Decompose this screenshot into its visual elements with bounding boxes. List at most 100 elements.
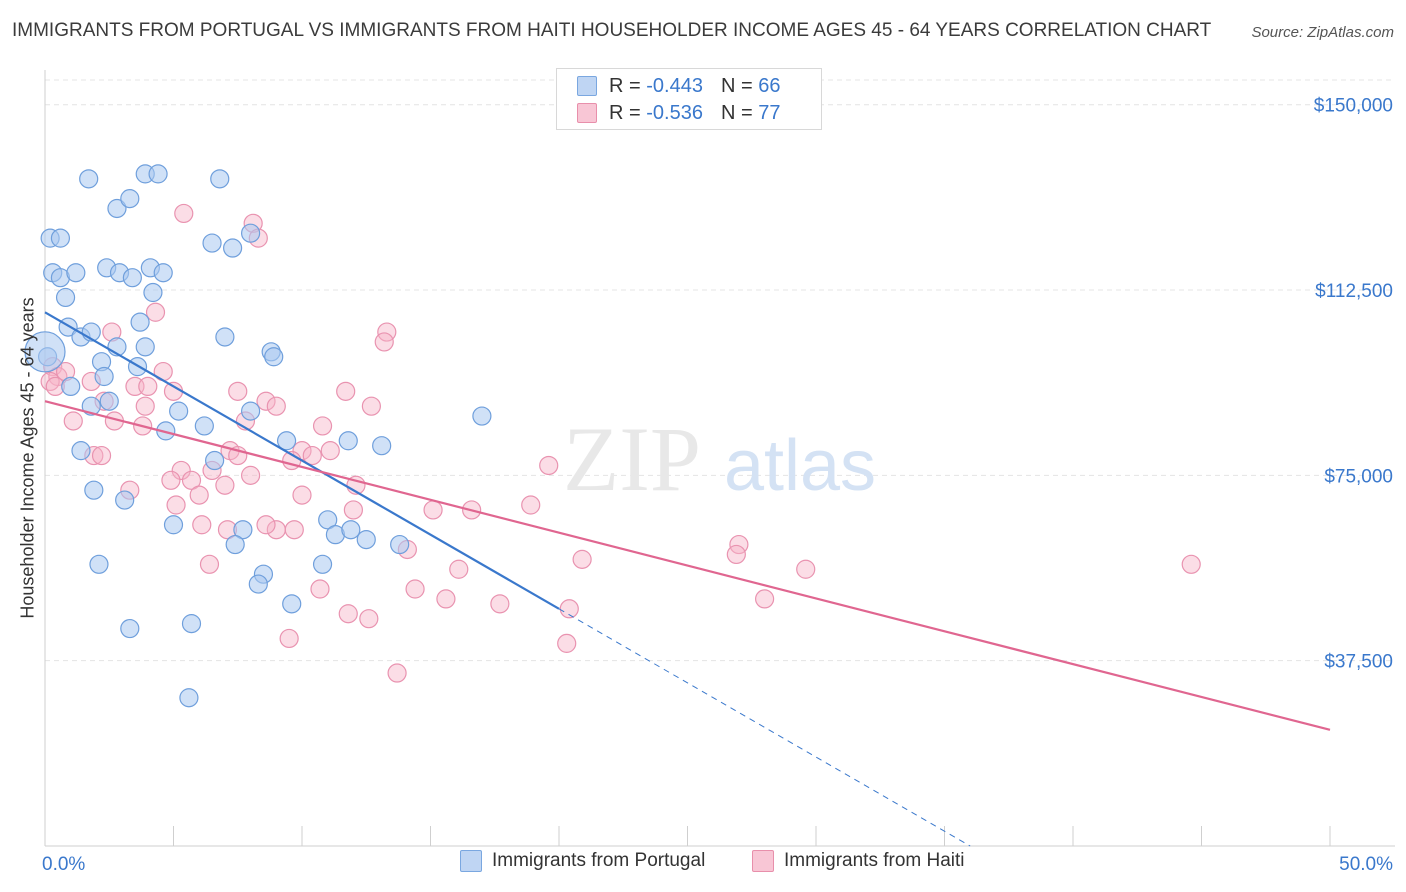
data-point: [91, 445, 112, 466]
data-point: [256, 391, 276, 411]
r-value-haiti: -0.536: [646, 101, 703, 124]
data-point: [189, 485, 209, 505]
data-point: [181, 614, 202, 634]
data-point: [341, 520, 361, 540]
x-tick-label-min: 0.0%: [42, 854, 85, 875]
data-point: [202, 233, 222, 253]
data-point: [148, 164, 168, 184]
points-portugal: [24, 164, 492, 708]
data-point: [120, 189, 140, 209]
data-point: [66, 263, 86, 283]
data-point: [81, 396, 101, 416]
data-point: [726, 544, 746, 565]
data-point: [320, 441, 340, 461]
data-point: [356, 529, 376, 550]
legend-label-haiti: Immigrants from Haiti: [784, 850, 965, 871]
data-point: [99, 391, 119, 411]
data-point: [1181, 554, 1201, 574]
legend-swatch-haiti: [752, 850, 774, 872]
data-point: [559, 599, 579, 619]
data-point: [163, 515, 184, 535]
data-point: [472, 406, 492, 426]
x-tick-label-max: 50.0%: [1339, 854, 1393, 875]
data-point: [171, 460, 191, 481]
series-legend: Immigrants from Portugal Immigrants from…: [0, 850, 1406, 878]
data-point: [241, 223, 261, 243]
data-point: [199, 554, 220, 574]
data-point: [215, 327, 235, 347]
data-point: [145, 302, 166, 322]
legend-swatch-portugal: [460, 850, 482, 872]
data-point: [256, 515, 276, 535]
data-point: [225, 534, 245, 555]
watermark: ZIP atlas: [563, 408, 876, 510]
data-point: [138, 376, 158, 396]
data-point: [143, 282, 163, 303]
data-point: [264, 347, 284, 367]
data-point: [50, 228, 71, 248]
data-point: [24, 331, 66, 373]
data-point: [79, 169, 99, 189]
data-point: [241, 401, 261, 421]
data-point: [215, 475, 235, 495]
data-point: [359, 609, 379, 629]
tick-labels: $37,500 $75,000 $112,500 $150,000 0.0% 50.0%: [42, 96, 1393, 875]
data-point: [61, 376, 81, 396]
data-point: [312, 554, 333, 574]
axes: [44, 70, 1395, 847]
data-point: [89, 554, 109, 574]
data-point: [120, 618, 140, 639]
data-point: [192, 515, 212, 535]
trend-lines: [44, 311, 1331, 847]
stats-legend: R = -0.443 N = 66 R = -0.536 N = 77: [556, 68, 822, 130]
data-point: [163, 381, 184, 401]
data-point: [63, 411, 83, 431]
n-value-haiti: 77: [758, 101, 781, 124]
data-point: [55, 287, 76, 308]
r-label: R =: [609, 101, 641, 124]
y-tick-label: $150,000: [1314, 96, 1393, 117]
data-point: [223, 238, 243, 258]
data-point: [449, 559, 469, 579]
source-label: Source: ZipAtlas.com: [1251, 24, 1394, 41]
data-point: [205, 450, 225, 471]
data-point: [161, 470, 181, 490]
n-label: N =: [720, 74, 753, 97]
data-point: [210, 169, 230, 189]
watermark-zip: ZIP: [563, 408, 701, 510]
data-point: [115, 490, 135, 510]
n-label: N =: [720, 101, 753, 124]
legend-label-portugal: Immigrants from Portugal: [492, 850, 706, 871]
data-point: [130, 312, 150, 332]
y-tick-label: $112,500: [1315, 281, 1393, 302]
data-point: [71, 441, 91, 461]
data-point: [374, 332, 394, 352]
data-point: [284, 520, 304, 540]
data-point: [169, 401, 189, 421]
y-tick-label: $37,500: [1324, 652, 1393, 673]
data-point: [521, 495, 541, 515]
legend-item-haiti[interactable]: Immigrants from Haiti: [752, 850, 965, 872]
trend-line-extension: [558, 608, 971, 847]
data-point: [276, 431, 297, 451]
data-point: [241, 465, 261, 485]
data-point: [318, 510, 338, 530]
data-point: [292, 485, 312, 505]
data-point: [153, 263, 173, 283]
data-point: [387, 663, 407, 683]
data-point: [279, 628, 299, 649]
data-point: [343, 500, 363, 520]
data-point: [405, 579, 425, 599]
data-point: [233, 520, 253, 540]
data-point: [436, 589, 456, 609]
watermark-atlas: atlas: [724, 426, 876, 506]
data-point: [122, 268, 142, 288]
data-point: [282, 594, 302, 614]
swatch-portugal: [577, 76, 597, 96]
data-point: [166, 495, 186, 515]
legend-item-portugal[interactable]: Immigrants from Portugal: [460, 850, 705, 872]
stats-row-haiti: R = -0.536 N = 77: [577, 100, 780, 126]
data-point: [336, 381, 356, 401]
data-point: [338, 431, 358, 451]
